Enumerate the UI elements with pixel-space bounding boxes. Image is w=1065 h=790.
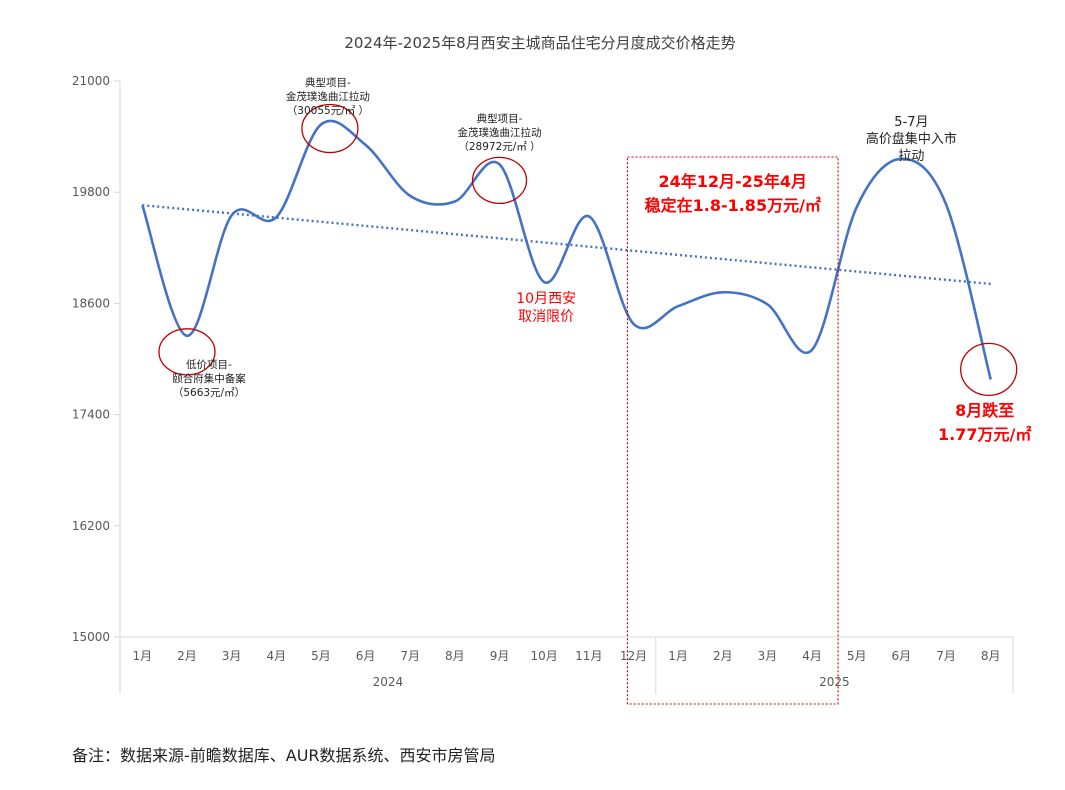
x-tick-label: 2月 (177, 649, 197, 663)
highlight-circle (158, 328, 216, 376)
trendline (142, 203, 991, 286)
y-tick-label: 18600 (72, 296, 110, 310)
x-tick-label: 3月 (758, 649, 778, 663)
x-tick-label: 7月 (400, 649, 420, 663)
typical-sep-annotation-line: 金茂璞逸曲江拉动 (458, 126, 542, 139)
typical-sep-annotation-line: 典型项目- (477, 112, 523, 125)
aug-drop-annotation: 8月跌至 1.77万元/㎡ (938, 401, 1031, 444)
x-tick-label: 8月 (981, 649, 1001, 663)
stable-period-box (626, 156, 839, 705)
chart-title: 2024年-2025年8月西安主城商品住宅分月度成交价格走势 (344, 34, 735, 52)
chart-axes (119, 81, 1013, 638)
typical-sep-annotation-line: （28972元/㎡ ） (458, 141, 540, 153)
x-tick-label: 1月 (668, 649, 688, 663)
highlight-circle (301, 103, 359, 154)
oct-policy-annotation-line: 取消限价 (518, 309, 574, 325)
may-jul-annotation-line: 拉动 (898, 149, 924, 164)
stable-period-annotation-line: 稳定在1.8-1.85万元/㎡ (645, 196, 821, 215)
footnote: 备注：数据来源-前瞻数据库、AUR数据系统、西安市房管局 (72, 746, 496, 765)
x-tick-label: 7月 (936, 649, 956, 663)
typical-may-annotation-line: （30055元/㎡ ） (287, 105, 369, 117)
x-tick-label: 6月 (356, 649, 376, 663)
may-jul-annotation-line: 高价盘集中入市 (866, 131, 957, 147)
typical-sep-annotation: 典型项目-金茂璞逸曲江拉动 （28972元/㎡ ） (458, 112, 542, 153)
stable-period-annotation-line: 24年12月-25年4月 (658, 172, 807, 191)
y-tick-label: 21000 (72, 74, 110, 88)
trendline-path (142, 203, 991, 286)
aug-drop-annotation-line: 8月跌至 (955, 401, 1014, 420)
x-tick-label: 6月 (892, 649, 912, 663)
typical-may-annotation: 典型项目-金茂璞逸曲江拉动 （30055元/㎡ ） (286, 76, 370, 117)
aug-drop-annotation-line: 1.77万元/㎡ (938, 425, 1031, 444)
x-tick-label: 4月 (266, 649, 286, 663)
highlight-circles (158, 103, 1018, 705)
highlight-circle (960, 342, 1018, 397)
annotations: 低价项目-颐合府集中备案（5663元/㎡）典型项目-金茂璞逸曲江拉动（30055… (172, 76, 1031, 444)
x-tick-label: 5月 (847, 649, 867, 663)
x-tick-label: 3月 (222, 649, 242, 663)
y-axis-ticks: 21000 19800 18600 17400 16200 15000 (72, 74, 120, 644)
y-tick-label: 17400 (72, 408, 110, 422)
x-tick-label: 11月 (575, 649, 602, 663)
y-tick-label: 19800 (72, 185, 110, 199)
low-project-annotation: 低价项目-颐合府集中备案 （5663元/㎡） (172, 358, 246, 399)
series-line (141, 119, 992, 380)
x-tick-label: 12月 (620, 649, 647, 663)
typical-may-annotation-line: 金茂璞逸曲江拉动 (286, 90, 370, 103)
x-tick-label: 8月 (445, 649, 465, 663)
year-group-label: 2025 (819, 675, 850, 689)
may-jul-annotation-line: 5-7月 (894, 115, 928, 130)
x-tick-label: 10月 (531, 649, 558, 663)
y-tick-label: 16200 (72, 519, 110, 533)
x-tick-label: 9月 (490, 649, 510, 663)
x-tick-label: 5月 (311, 649, 331, 663)
highlight-circle (471, 156, 528, 205)
series-path (141, 119, 992, 380)
x-tick-label: 2月 (713, 649, 733, 663)
low-project-annotation-line: 颐合府集中备案 (172, 372, 246, 385)
y-tick-label: 15000 (72, 630, 110, 644)
year-group-label: 2024 (373, 675, 404, 689)
typical-may-annotation-line: 典型项目- (305, 76, 351, 89)
x-axis-ticks: 1月 2月 3月 4月 5月 6月 7月 8月 9月 10月 11月 12月 1月 2月 3月 4月 5月 6月 7… (119, 637, 1014, 694)
x-tick-label: 1月 (133, 649, 153, 663)
x-tick-label: 4月 (802, 649, 822, 663)
low-project-annotation-line: （5663元/㎡） (173, 387, 245, 399)
oct-policy-annotation-line: 10月西安 (516, 291, 576, 307)
low-project-annotation-line: 低价项目- (186, 358, 232, 371)
